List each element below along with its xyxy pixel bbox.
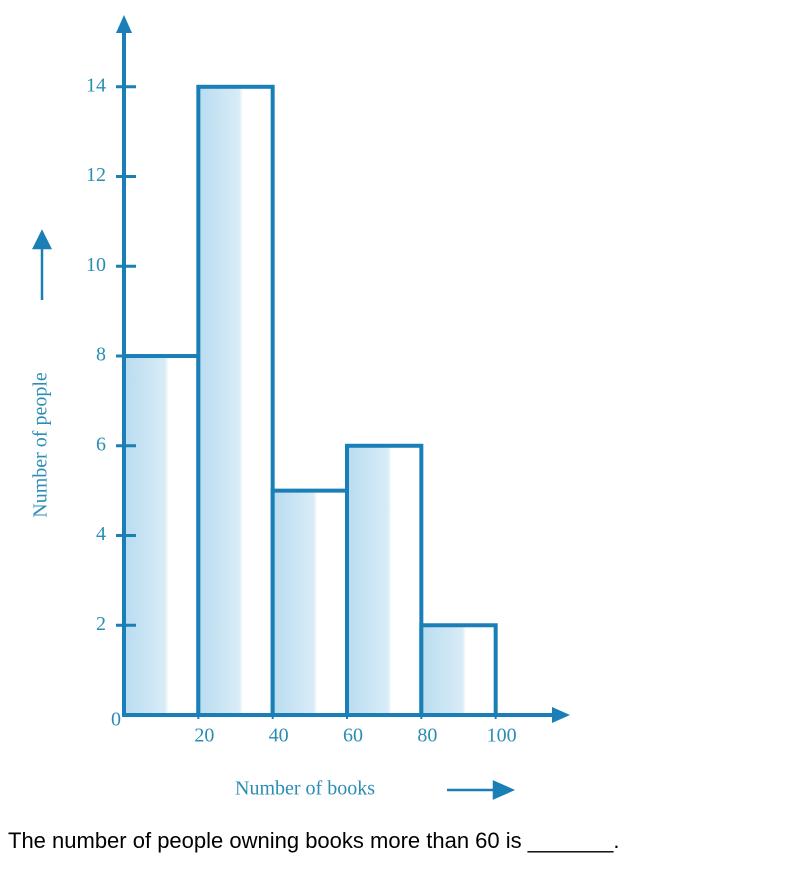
y-tick-label: 2 [96,613,106,635]
x-label-arrow [447,780,516,800]
x-tick-label: 100 [487,725,517,747]
y-tick-label: 14 [86,74,106,96]
y-axis-label: Number of people [30,372,52,518]
bar [345,443,424,717]
bar [196,84,275,718]
x-tick-label: 20 [194,725,214,747]
y-tick-label: 10 [86,254,106,276]
x-tick-label: 80 [417,725,437,747]
y-tick-label: 12 [86,164,106,186]
bar [419,623,498,717]
x-tick-label: 40 [269,725,289,747]
x-tick-label: 60 [343,725,363,747]
x-axis-label: Number of books [235,778,375,800]
y-tick-label: 8 [96,344,106,366]
bar [270,488,349,717]
y-tick-label: 6 [96,433,106,455]
y-axis-arrow [116,15,132,33]
question: The number of people owning books more t… [8,828,620,853]
x-tick-label: 0 [111,709,121,731]
x-axis-arrow [552,707,570,723]
y-label-arrow [31,229,53,300]
y-tick-label: 4 [96,523,106,545]
